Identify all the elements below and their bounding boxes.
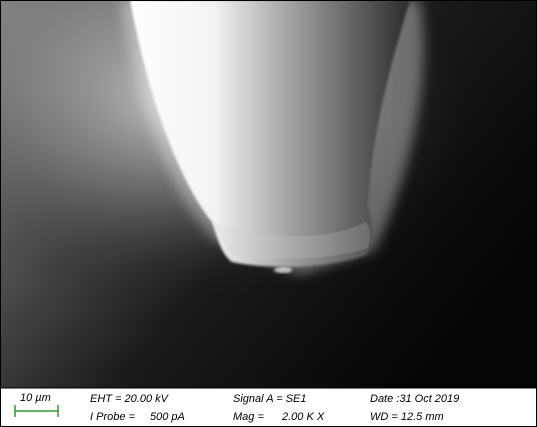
field-value: 2.00 K X xyxy=(281,411,325,423)
field-label: I Probe = xyxy=(90,411,136,423)
field-label: Signal A = SE1 xyxy=(233,393,306,405)
field-label: EHT = 20.00 kV xyxy=(90,393,170,405)
micrograph xyxy=(0,0,537,388)
scale-label: 10 µm xyxy=(20,392,51,404)
sem-screen: 10 µm EHT = 20.00 kV I Probe = 500 pA Signa… xyxy=(0,0,537,427)
field-label: WD = 12.5 mm xyxy=(370,411,444,423)
field-label: Mag = xyxy=(233,411,264,423)
field-label: Date :31 Oct 2019 xyxy=(370,393,459,405)
field-value: 500 pA xyxy=(150,411,185,423)
